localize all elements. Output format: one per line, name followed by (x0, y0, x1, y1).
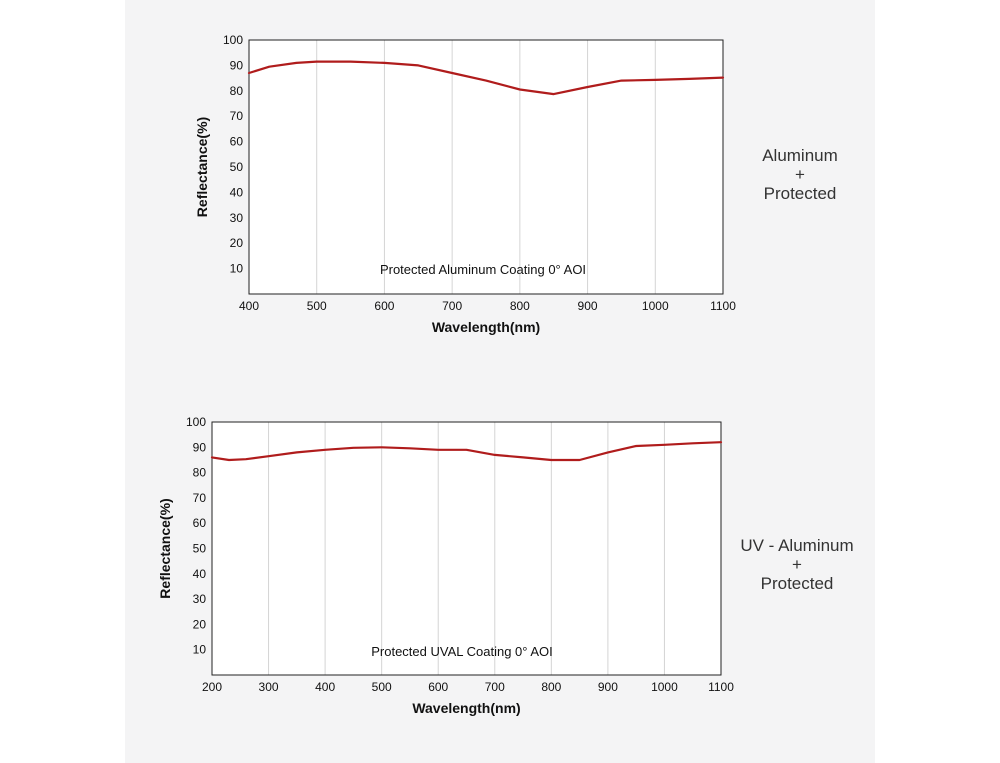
plot-frame (248, 39, 724, 295)
x-tick-label: 600 (374, 299, 394, 313)
plot-area (249, 40, 723, 294)
x-tick-label: 600 (428, 680, 448, 694)
y-tick-label: 50 (230, 160, 244, 174)
y-tick-label: 60 (193, 516, 207, 530)
side-label-line-1: Aluminum (762, 146, 838, 165)
x-tick-label: 1100 (708, 680, 734, 694)
y-tick-label: 100 (186, 415, 206, 429)
x-tick-label: 400 (239, 299, 259, 313)
y-axis-title: Reflectance(%) (194, 117, 210, 217)
x-tick-label: 400 (315, 680, 335, 694)
x-tick-label: 800 (510, 299, 530, 313)
x-tick-label: 700 (442, 299, 462, 313)
x-tick-label: 1000 (651, 680, 678, 694)
side-label-line-3: Protected (763, 184, 837, 203)
side-label-line-2: + (795, 165, 805, 184)
x-tick-label: 1100 (710, 299, 736, 313)
reflectance-curve (210, 441, 723, 462)
x-axis-title: Wavelength(nm) (432, 319, 540, 335)
coating-annotation: Protected Aluminum Coating 0° AOI (380, 262, 586, 277)
y-tick-label: 40 (230, 185, 244, 199)
y-tick-label: 70 (230, 109, 244, 123)
y-tick-label: 30 (230, 211, 244, 225)
side-label-line-2: + (792, 555, 802, 574)
x-tick-label: 900 (598, 680, 618, 694)
reflectance-curve (247, 60, 725, 96)
x-tick-label: 500 (372, 680, 392, 694)
y-tick-label: 20 (230, 236, 244, 250)
y-tick-label: 10 (230, 262, 244, 276)
y-tick-label: 30 (193, 592, 207, 606)
y-tick-label: 70 (193, 491, 207, 505)
x-tick-label: 500 (307, 299, 327, 313)
plot-frame (211, 421, 722, 676)
side-label-line-1: UV - Aluminum (740, 536, 854, 555)
y-tick-label: 50 (193, 542, 207, 556)
plot-area (212, 422, 721, 675)
y-tick-label: 20 (193, 617, 207, 631)
x-tick-label: 900 (578, 299, 598, 313)
side-label-aluminum-protected: Aluminum + Protected (740, 146, 860, 203)
y-tick-label: 90 (230, 58, 244, 72)
coating-annotation: Protected UVAL Coating 0° AOI (371, 644, 553, 659)
y-tick-label: 90 (193, 440, 207, 454)
side-label-line-3: Protected (760, 574, 834, 593)
y-axis-title: Reflectance(%) (157, 498, 173, 598)
y-tick-label: 80 (230, 84, 244, 98)
x-tick-label: 800 (541, 680, 561, 694)
x-tick-label: 1000 (642, 299, 669, 313)
chart-aluminum-protected: 10 20 30 40 50 60 70 80 90 100 400 500 600 700 800 900 1… (194, 33, 736, 335)
y-tick-label: 100 (223, 33, 243, 47)
y-tick-label: 80 (193, 466, 207, 480)
side-label-uv-aluminum-protected: UV - Aluminum + Protected (722, 536, 872, 593)
x-tick-label: 300 (259, 680, 279, 694)
x-axis-title: Wavelength(nm) (412, 700, 520, 716)
x-tick-label: 200 (202, 680, 222, 694)
y-tick-label: 10 (193, 643, 207, 657)
y-tick-label: 40 (193, 567, 207, 581)
y-tick-label: 60 (230, 135, 244, 149)
x-tick-label: 700 (485, 680, 505, 694)
